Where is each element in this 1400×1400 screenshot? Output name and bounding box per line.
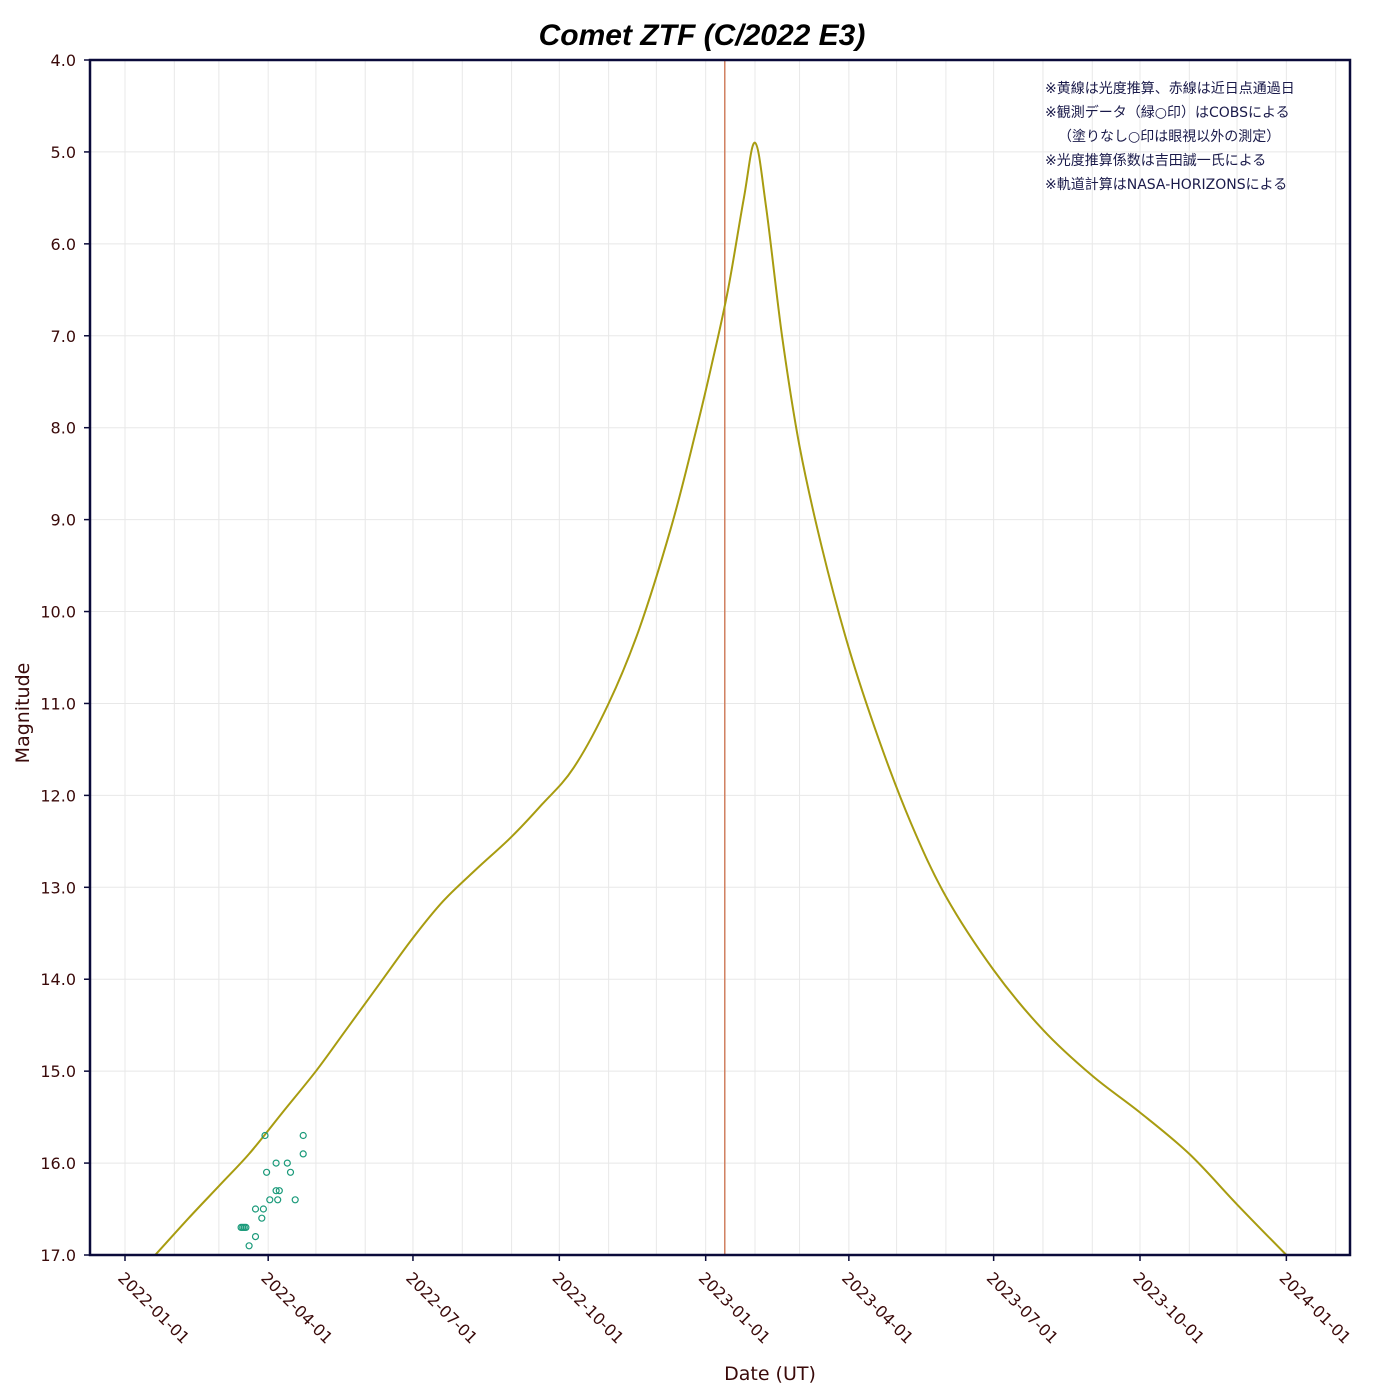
observation-point xyxy=(259,1205,267,1213)
x-tick-label: 2022-07-01 xyxy=(402,1268,481,1347)
x-tick-label: 2022-04-01 xyxy=(257,1268,336,1347)
prediction-line xyxy=(154,141,1288,1256)
y-tick-label: 17.0 xyxy=(40,1246,76,1265)
observation-point xyxy=(299,1150,307,1158)
observation-point xyxy=(286,1168,295,1176)
note-line: （塗りなし○印は眼視以外の測定） xyxy=(1058,128,1280,145)
y-tick-label: 16.0 xyxy=(40,1154,76,1173)
observation-point xyxy=(283,1159,291,1167)
y-axis-ticks: 4.0 5.0 6.0 7.0 8.0 9.0 10.0 11.0 12.0 13.0 14.0 15… xyxy=(40,51,90,1265)
note-line: ※光度推算係数は吉田誠一氏による xyxy=(1045,153,1266,169)
note-line: ※黄線は光度推算、赤線は近日点通過日 xyxy=(1045,80,1295,97)
observation-point xyxy=(251,1232,260,1241)
notes-box: ※黄線は光度推算、赤線は近日点通過日 ※観測データ（緑○印）はCOBSによる （… xyxy=(1045,80,1295,193)
x-tick-label: 2022-01-01 xyxy=(114,1268,193,1347)
y-tick-label: 10.0 xyxy=(40,603,76,622)
y-tick-label: 12.0 xyxy=(40,786,76,805)
observation-point xyxy=(272,1187,280,1195)
observation-point xyxy=(299,1131,307,1140)
x-axis-label: Date (UT) xyxy=(724,1363,816,1385)
y-tick-label: 5.0 xyxy=(51,143,76,162)
y-tick-label: 11.0 xyxy=(40,694,76,713)
grid xyxy=(90,59,1350,1256)
note-line: ※軌道計算はNASA-HORIZONSによる xyxy=(1045,177,1287,193)
x-tick-label: 2022-10-01 xyxy=(548,1268,627,1347)
y-tick-label: 9.0 xyxy=(51,511,76,530)
y-tick-label: 15.0 xyxy=(40,1062,76,1081)
x-tick-label: 2024-01-01 xyxy=(1276,1268,1355,1347)
y-tick-label: 6.0 xyxy=(51,235,76,254)
observation-point xyxy=(275,1187,283,1195)
observation-point xyxy=(251,1205,260,1213)
observation-point xyxy=(291,1196,299,1204)
x-tick-label: 2023-07-01 xyxy=(983,1268,1062,1347)
y-tick-label: 13.0 xyxy=(40,878,76,897)
observation-point xyxy=(242,1223,250,1232)
x-tick-label: 2023-04-01 xyxy=(838,1268,917,1347)
observation-point xyxy=(258,1214,266,1222)
series-layer xyxy=(154,141,1288,1256)
observation-layer xyxy=(237,1131,307,1250)
observation-point xyxy=(245,1242,253,1250)
x-tick-label: 2023-10-01 xyxy=(1129,1268,1208,1347)
plot-frame xyxy=(88,58,1352,1257)
x-tick-label: 2023-01-01 xyxy=(695,1268,774,1347)
y-tick-label: 4.0 xyxy=(51,51,76,70)
observation-point xyxy=(261,1131,269,1140)
note-line: ※観測データ（緑○印）はCOBSによる xyxy=(1045,104,1290,121)
y-tick-label: 8.0 xyxy=(51,419,76,438)
y-axis-label: Magnitude xyxy=(12,663,34,764)
observation-point xyxy=(272,1159,280,1167)
chart-title: Comet ZTF (C/2022 E3) xyxy=(539,19,866,52)
y-tick-label: 7.0 xyxy=(51,327,76,346)
y-tick-label: 14.0 xyxy=(40,970,76,989)
x-axis-ticks: 2022-01-01 2022-04-01 2022-07-01 2022-10-01… xyxy=(114,1255,1355,1348)
observation-point xyxy=(263,1168,271,1176)
observation-point xyxy=(266,1196,274,1204)
observation-point xyxy=(274,1196,282,1204)
